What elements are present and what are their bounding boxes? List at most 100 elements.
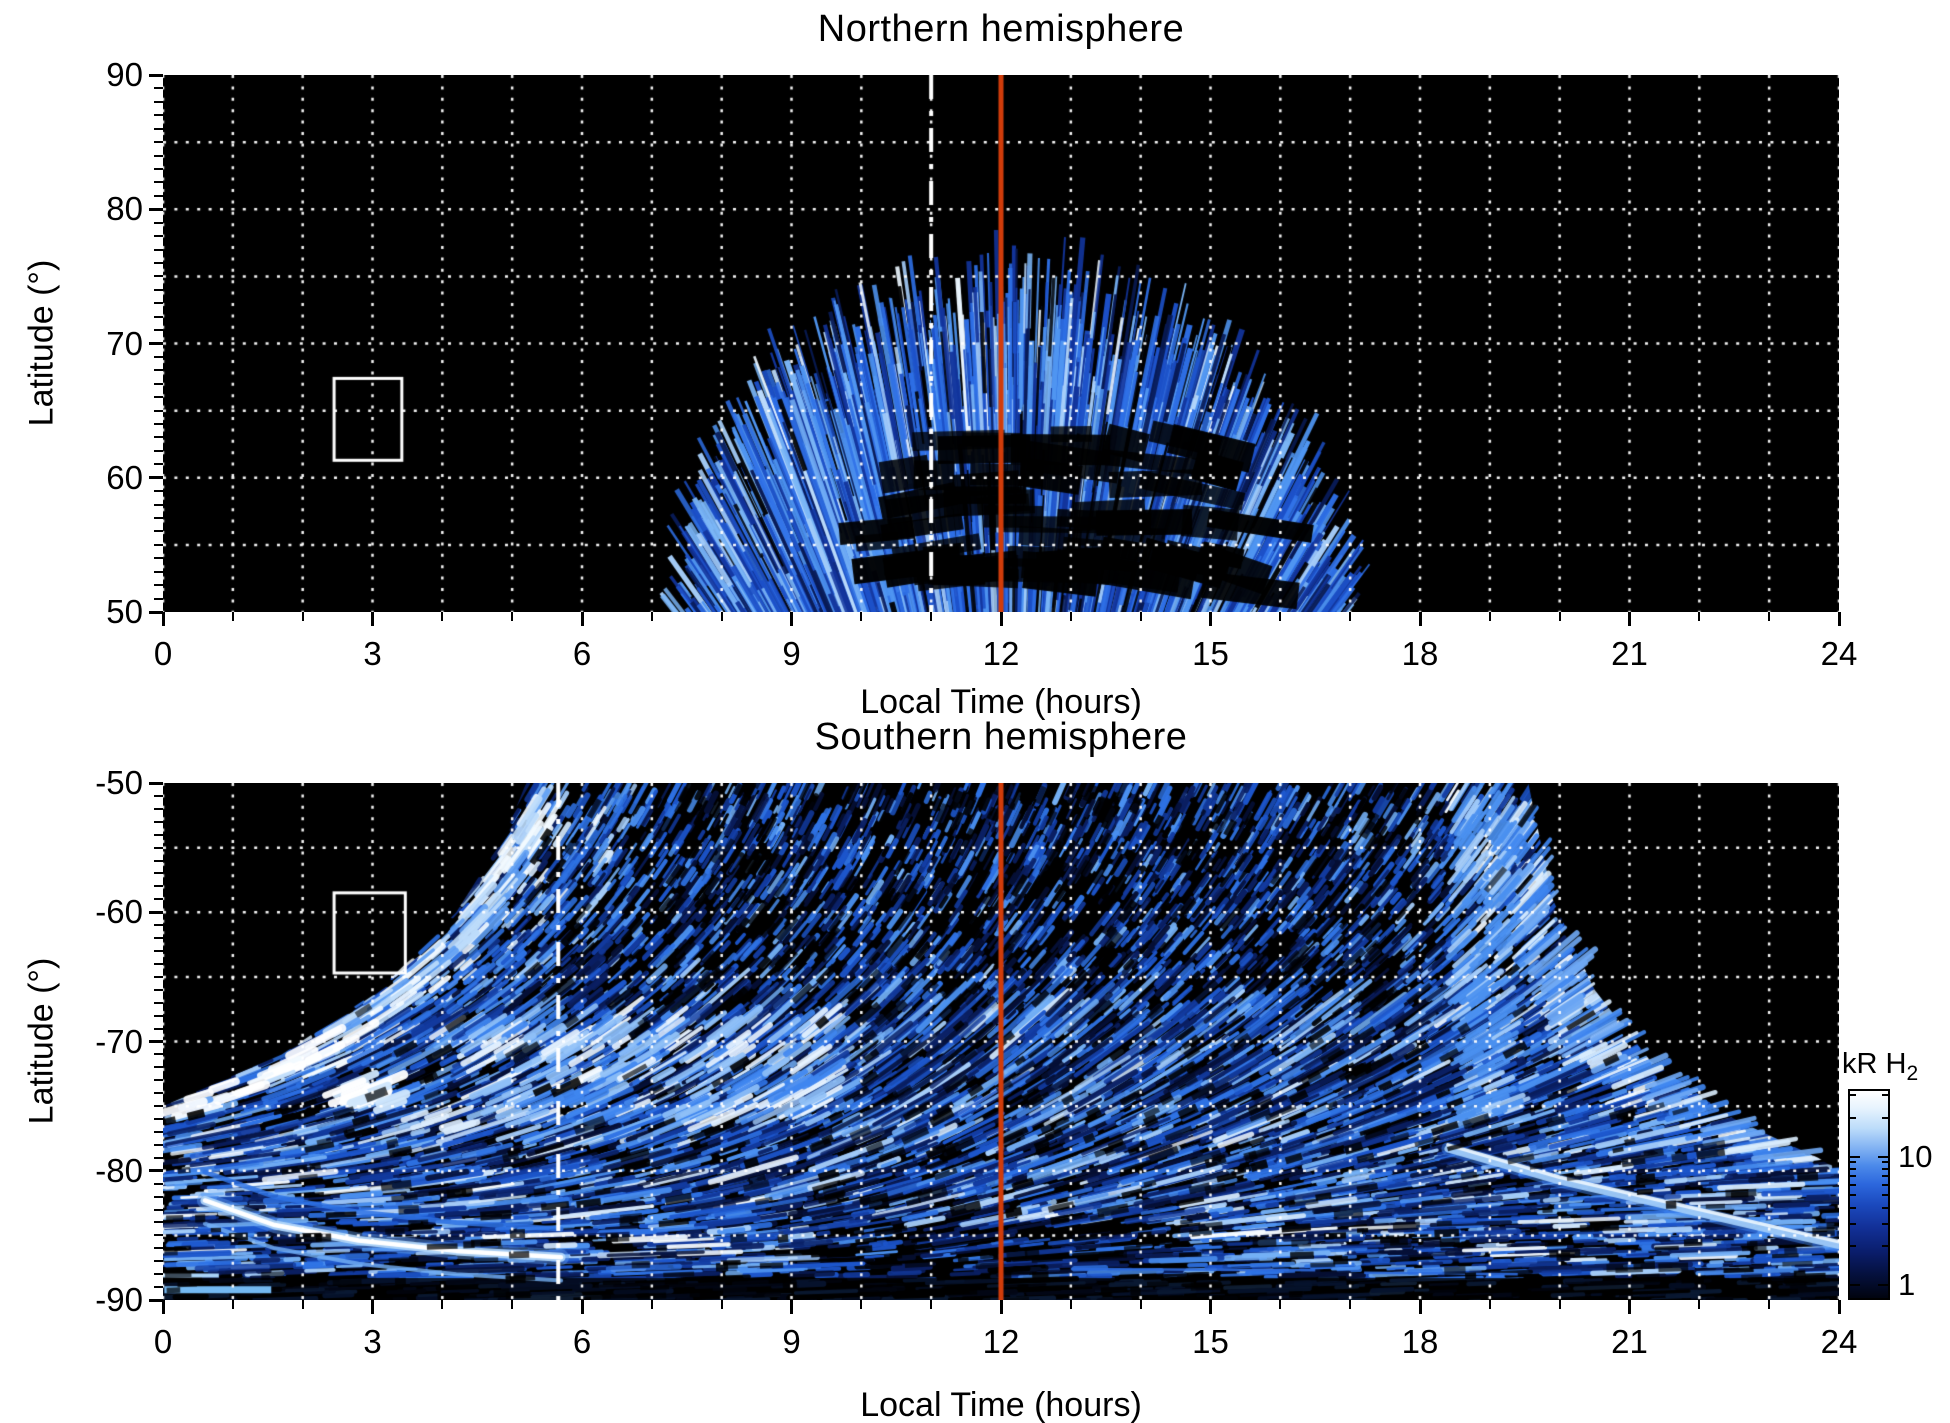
x-tick-label: 6 [572, 1323, 592, 1360]
y-tick [154, 898, 163, 901]
colorbar-tick [1850, 1284, 1860, 1287]
x-tick-label: 0 [153, 635, 173, 672]
x-tick [371, 612, 374, 626]
y-tick [149, 1298, 163, 1302]
y-tick [154, 1079, 163, 1082]
y-tick [154, 315, 163, 318]
y-tick [154, 950, 163, 953]
x-tick [441, 1300, 444, 1309]
x-tick [650, 612, 653, 621]
y-tick [149, 342, 163, 345]
y-tick [154, 100, 163, 103]
x-tick-label: 15 [1192, 635, 1229, 672]
x-tick [650, 1300, 653, 1309]
x-tick [720, 1300, 723, 1309]
colorbar-tick-label: 10 [1898, 1138, 1933, 1174]
y-tick [154, 570, 163, 573]
x-tick-label: 12 [982, 635, 1020, 672]
y-tick [149, 781, 163, 785]
y-tick [154, 114, 163, 117]
x-tick [1488, 1300, 1491, 1309]
north-x-axis-title: Local Time (hours) [860, 683, 1142, 721]
x-tick [1698, 612, 1701, 621]
x-tick [161, 1300, 165, 1314]
x-tick [999, 1300, 1003, 1314]
x-tick [231, 1300, 234, 1309]
colorbar-title-subscript: 2 [1906, 1061, 1919, 1085]
colorbar-tick [1850, 1206, 1856, 1209]
y-tick [154, 355, 163, 358]
y-tick [154, 1130, 163, 1133]
x-tick [1768, 1300, 1771, 1309]
colorbar-title-text: kR H [1842, 1048, 1907, 1080]
y-tick [149, 1169, 163, 1173]
y-tick [154, 794, 163, 797]
y-tick [154, 1053, 163, 1056]
y-tick [149, 610, 163, 614]
x-tick [860, 1300, 863, 1309]
colorbar-tick [1882, 1245, 1888, 1248]
y-tick-label: -70 [95, 1022, 143, 1060]
y-tick [154, 1286, 163, 1289]
north-panel-title: Northern hemisphere [817, 8, 1185, 50]
x-tick [1558, 1300, 1561, 1309]
x-tick [1418, 612, 1422, 626]
y-tick [149, 73, 163, 77]
y-tick [154, 221, 163, 224]
south-y-axis-title: Latitude (°) [22, 957, 61, 1125]
y-tick [154, 275, 163, 278]
y-tick [154, 382, 163, 385]
y-tick [154, 1118, 163, 1121]
y-tick [154, 1014, 163, 1017]
x-tick [790, 612, 793, 626]
colorbar-tick [1850, 1116, 1856, 1119]
south-x-axis-title: Local Time (hours) [860, 1386, 1142, 1423]
y-tick-label: 80 [106, 190, 143, 228]
colorbar-tick-label: 1 [1898, 1267, 1916, 1303]
x-tick [1349, 1300, 1352, 1309]
y-tick [154, 885, 163, 888]
x-tick [720, 612, 723, 621]
y-tick [154, 1208, 163, 1211]
y-tick [154, 503, 163, 506]
x-tick [1418, 1300, 1422, 1314]
x-tick [1209, 1300, 1212, 1314]
y-tick [154, 584, 163, 587]
y-tick [154, 1027, 163, 1030]
y-tick [154, 248, 163, 251]
y-tick [154, 557, 163, 560]
y-tick-label: 70 [106, 324, 143, 362]
x-tick [511, 612, 514, 621]
y-tick-label: 90 [106, 56, 143, 93]
y-tick [154, 1143, 163, 1146]
x-tick [1628, 1300, 1631, 1314]
south-heatmap [163, 783, 1839, 1300]
colorbar-tick [1882, 1194, 1888, 1197]
y-tick [154, 1247, 163, 1250]
x-tick [1558, 612, 1561, 621]
x-tick [1349, 612, 1352, 621]
y-tick [154, 846, 163, 849]
y-tick [154, 1092, 163, 1095]
x-tick [1139, 1300, 1142, 1309]
y-tick [154, 937, 163, 940]
y-tick [154, 87, 163, 90]
x-tick [580, 1300, 584, 1314]
x-tick [1768, 612, 1771, 621]
colorbar-tick [1850, 1245, 1856, 1248]
y-tick [154, 369, 163, 372]
x-tick-label: 3 [363, 635, 382, 672]
x-tick [930, 612, 933, 621]
colorbar-tick [1850, 1194, 1856, 1197]
colorbar-tick [1882, 1116, 1888, 1119]
colorbar-tick [1850, 1184, 1856, 1187]
y-tick [154, 1105, 163, 1108]
y-tick [154, 396, 163, 399]
x-tick [1488, 612, 1491, 621]
x-tick [1279, 612, 1282, 621]
y-tick [154, 449, 163, 452]
y-tick [154, 194, 163, 197]
y-tick [154, 833, 163, 836]
y-tick-label: -60 [95, 893, 143, 931]
